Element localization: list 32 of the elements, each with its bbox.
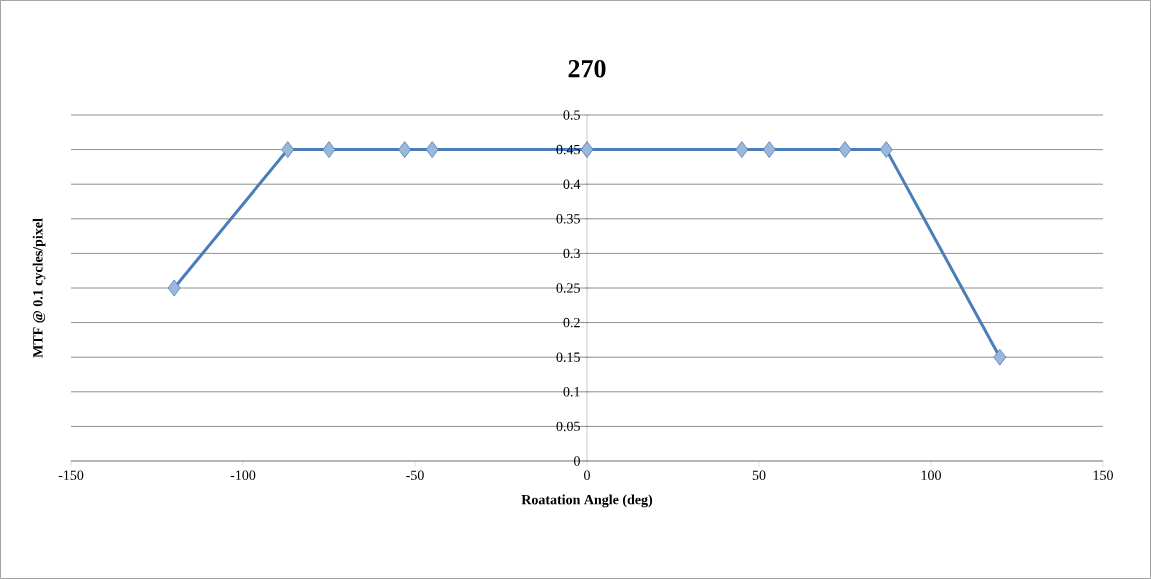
y-tick-label: 0.5: [563, 110, 580, 120]
x-tick-label: -50: [406, 470, 424, 480]
point: [425, 141, 439, 158]
y-tick-label: 0.2: [563, 317, 580, 328]
point: [281, 141, 295, 158]
y-tick-label: 0.1: [563, 387, 580, 397]
y-tick-label: 0.4: [563, 179, 581, 189]
point: [993, 348, 1007, 366]
x-tick-label: 50: [752, 470, 766, 480]
point: [322, 141, 336, 158]
y-tick-label: 0.05: [556, 421, 580, 432]
point: [838, 141, 852, 158]
point: [398, 141, 412, 158]
chart-title: 270: [568, 59, 606, 78]
y-tick-label: 0.3: [563, 248, 580, 259]
y-tick-label: 0: [574, 456, 580, 466]
x-tick-label: 150: [1093, 470, 1113, 480]
y-axis-title: MTF @ 0.1 cycles/pixel: [32, 218, 46, 358]
point: [167, 279, 181, 297]
x-axis-title: Roatation Angle (deg): [521, 494, 653, 508]
y-tick-label: 0.25: [556, 283, 580, 293]
y-tick-label: 0.45: [556, 144, 580, 155]
x-tick-label: 0: [584, 470, 590, 480]
point: [762, 141, 776, 158]
y-tick-label: 0.35: [556, 214, 580, 224]
y-tick-label: 0.15: [556, 352, 580, 362]
point: [735, 141, 749, 158]
point: [879, 141, 893, 158]
x-tick-label: -100: [230, 470, 256, 480]
x-tick-label: -150: [58, 470, 84, 480]
point: [580, 141, 594, 158]
x-tick-label: 100: [921, 470, 941, 480]
